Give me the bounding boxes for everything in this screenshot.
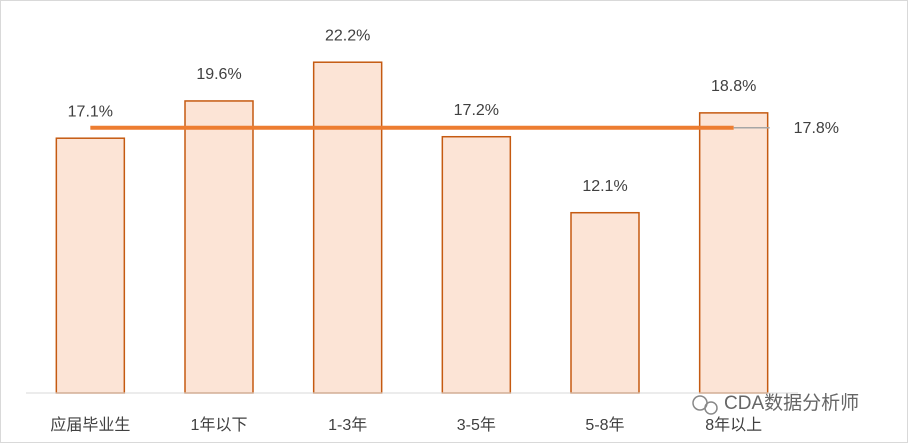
data-label: 17.2%: [454, 102, 499, 119]
data-label: 17.1%: [68, 103, 113, 120]
data-label: 12.1%: [582, 178, 627, 195]
data-label: 22.2%: [325, 27, 370, 44]
reference-label: 17.8%: [794, 120, 839, 137]
bar: [698, 112, 769, 394]
x-tick-label: 8年以上: [705, 416, 762, 434]
bar: [184, 100, 254, 394]
x-tick-label: 5-8年: [585, 416, 624, 434]
x-tick-label: 应届毕业生: [50, 415, 130, 434]
data-label: 19.6%: [196, 66, 241, 83]
bar: [441, 135, 512, 394]
bar: [312, 61, 383, 394]
bar: [570, 211, 640, 394]
watermark: CDA数据分析师: [724, 392, 859, 414]
x-tick-label: 1年以下: [191, 416, 248, 434]
x-tick-label: 3-5年: [457, 416, 496, 434]
watermark-icon: [692, 395, 718, 415]
x-tick-label: 1-3年: [328, 416, 367, 434]
data-label: 18.8%: [711, 78, 756, 95]
bar: [55, 137, 126, 394]
